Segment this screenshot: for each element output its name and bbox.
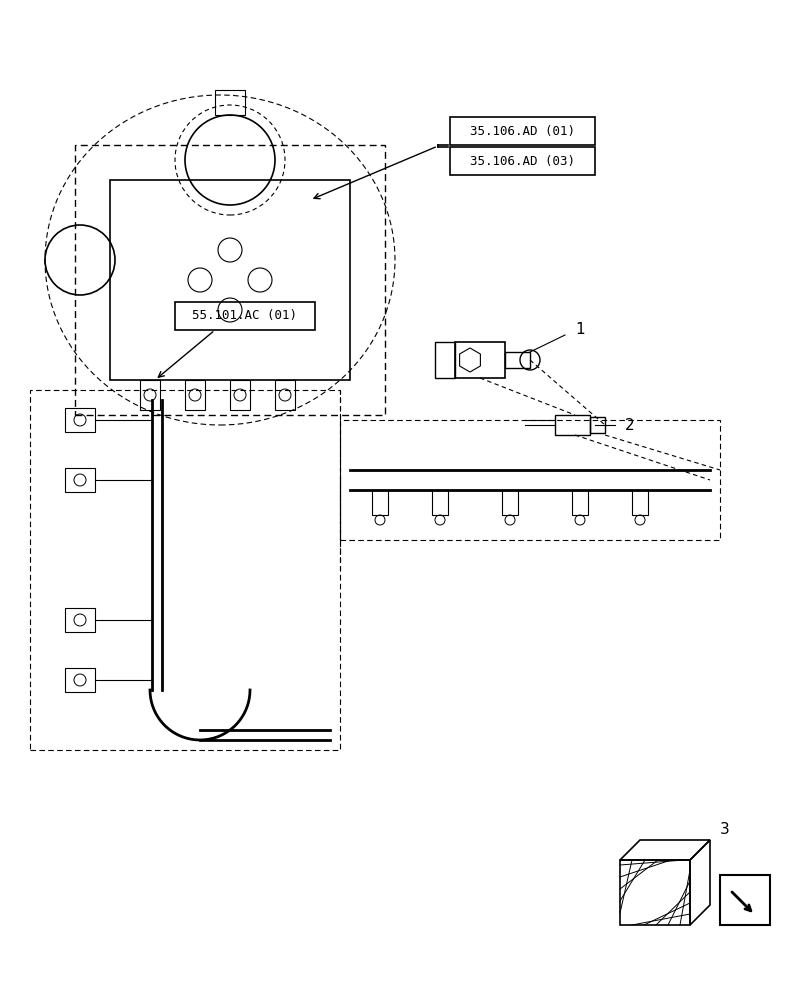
Bar — [449, 117, 594, 145]
Text: 3: 3 — [719, 822, 729, 837]
Bar — [719, 875, 769, 925]
Bar — [215, 90, 245, 115]
Bar — [571, 490, 587, 515]
Bar — [454, 342, 504, 378]
Bar — [75, 145, 384, 415]
Bar — [65, 608, 95, 632]
Text: 55.101.AC (01): 55.101.AC (01) — [192, 310, 297, 322]
Bar — [65, 668, 95, 692]
Bar — [554, 415, 590, 435]
Bar — [340, 420, 719, 540]
Bar — [185, 380, 204, 410]
Bar — [65, 468, 95, 492]
Bar — [65, 408, 95, 432]
Bar — [30, 390, 340, 750]
Bar — [631, 490, 647, 515]
Bar — [109, 180, 350, 380]
Text: 35.106.AD (01): 35.106.AD (01) — [470, 125, 574, 138]
Bar — [431, 490, 448, 515]
Bar — [501, 490, 517, 515]
Text: 2: 2 — [624, 418, 634, 432]
Bar — [175, 302, 315, 330]
Bar — [371, 490, 388, 515]
Bar — [275, 380, 294, 410]
Bar — [435, 342, 454, 378]
Bar — [139, 380, 160, 410]
Bar — [504, 352, 530, 368]
Text: 1: 1 — [574, 322, 584, 338]
Bar — [620, 860, 689, 925]
Bar — [449, 147, 594, 175]
Text: 35.106.AD (03): 35.106.AD (03) — [470, 155, 574, 168]
Bar — [230, 380, 250, 410]
Bar — [590, 417, 604, 433]
